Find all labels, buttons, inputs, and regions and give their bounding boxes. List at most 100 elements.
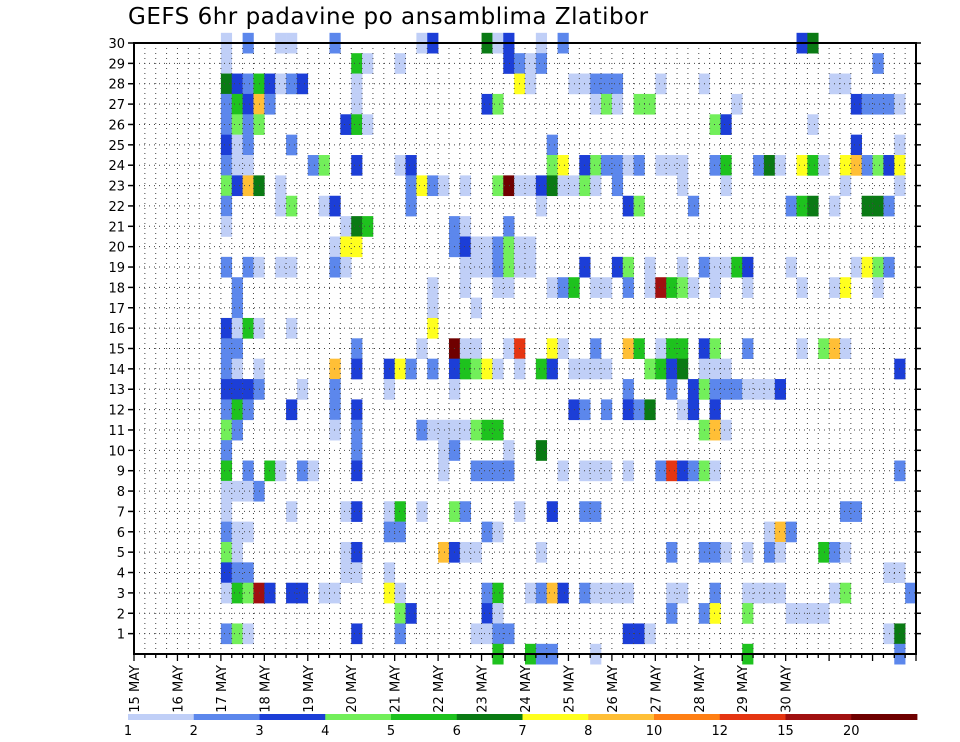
- heatmap-cell: [459, 338, 471, 359]
- heatmap-cell: [535, 195, 548, 217]
- heatmap-cell: [535, 175, 548, 197]
- heatmap-cell: [622, 379, 634, 400]
- heatmap-cell: [220, 521, 233, 543]
- heatmap-cell: [709, 603, 721, 624]
- heatmap-cell: [470, 236, 482, 258]
- heatmap-cell: [242, 73, 254, 95]
- heatmap-cell: [742, 582, 754, 604]
- heatmap-cell: [231, 93, 243, 115]
- heatmap-cell: [231, 277, 243, 298]
- x-tick-label: 17 MAY: [215, 665, 230, 713]
- y-tick-label: 6: [117, 526, 125, 541]
- heatmap-cell: [220, 114, 233, 135]
- heatmap-cell: [774, 521, 786, 543]
- heatmap-cell: [231, 562, 243, 584]
- heatmap-cell: [503, 277, 515, 298]
- heatmap-cell: [231, 623, 243, 645]
- y-tick-label: 12: [108, 404, 125, 419]
- heatmap-cell: [503, 256, 515, 278]
- x-tick-label: 16 MAY: [171, 665, 186, 713]
- heatmap-cell: [220, 419, 233, 441]
- chart-title: GEFS 6hr padavine po ansamblima Zlatibor: [128, 4, 649, 30]
- heatmap-cell: [220, 134, 233, 156]
- heatmap-cell: [601, 358, 613, 380]
- heatmap-cell: [644, 277, 656, 298]
- heatmap-cell: [720, 419, 732, 441]
- heatmap-cell: [351, 419, 363, 441]
- heatmap-cell: [503, 216, 515, 237]
- y-tick-label: 1: [117, 628, 125, 643]
- heatmap-cell: [492, 582, 504, 604]
- grid-layer: [134, 42, 916, 654]
- heatmap-cell: [459, 419, 471, 441]
- heatmap-cell: [796, 338, 808, 359]
- heatmap-cell: [220, 623, 233, 645]
- heatmap-cell: [677, 277, 689, 298]
- heatmap-cell: [481, 93, 493, 115]
- heatmap-cell: [438, 460, 450, 482]
- legend-label: 3: [255, 724, 263, 739]
- heatmap-cell: [231, 317, 243, 339]
- heatmap-cell: [220, 501, 233, 522]
- heatmap-cell: [470, 256, 482, 278]
- heatmap-cell: [525, 53, 537, 74]
- heatmap-cell: [481, 460, 493, 482]
- heatmap-cell: [296, 460, 309, 482]
- heatmap-cell: [220, 195, 233, 217]
- heatmap-cell: [242, 480, 254, 502]
- heatmap-cell: [351, 501, 363, 522]
- x-tick-label: 19 MAY: [302, 665, 317, 713]
- heatmap-cell: [231, 379, 243, 400]
- heatmap-cell: [774, 582, 786, 604]
- heatmap-cell: [872, 53, 884, 74]
- heatmap-cell: [872, 155, 884, 176]
- heatmap-cell: [242, 317, 254, 339]
- heatmap-cell: [611, 256, 624, 278]
- heatmap-cell: [231, 114, 243, 135]
- heatmap-cell: [492, 460, 504, 482]
- heatmap-cell: [351, 541, 363, 563]
- heatmap-cell: [394, 155, 406, 176]
- y-tick-label: 29: [108, 57, 125, 72]
- heatmap-cell: [351, 53, 363, 74]
- heatmap-cell: [296, 73, 309, 95]
- y-tick-label: 16: [108, 322, 125, 337]
- x-tick-label: 20 MAY: [345, 665, 360, 713]
- legend-color-swatch: [719, 714, 786, 720]
- x-tick-label: 24 MAY: [519, 665, 534, 713]
- heatmap-cell: [492, 236, 504, 258]
- heatmap-cell: [351, 440, 363, 461]
- x-tick-label: 18 MAY: [258, 665, 273, 713]
- heatmap-cell: [611, 175, 624, 197]
- heatmap-cell: [742, 603, 754, 624]
- y-axis: 1234567891011121314151617181920212223242…: [108, 37, 921, 643]
- heatmap-cell: [231, 521, 243, 543]
- heatmap-cell: [535, 582, 548, 604]
- legend-label: 10: [646, 724, 663, 739]
- heatmap-cell: [655, 338, 667, 359]
- heatmap-cell: [296, 582, 309, 604]
- heatmap-cell: [785, 195, 797, 217]
- heatmap-cell: [242, 399, 254, 421]
- heatmap-cell: [677, 256, 689, 278]
- heatmap-cell: [492, 419, 504, 441]
- heatmap-cell: [753, 582, 765, 604]
- heatmap-cell: [231, 541, 243, 563]
- heatmap-cell: [622, 195, 634, 217]
- heatmap-cell: [481, 582, 493, 604]
- heatmap-cell: [242, 175, 254, 197]
- x-axis: 15 MAY 16 MAY 17 MAY 18 MAY 19 MAY 20 MAY 21 M…: [128, 654, 917, 713]
- heatmap-cell: [839, 277, 852, 298]
- heatmap-cell: [709, 379, 721, 400]
- heatmap-cell: [601, 460, 613, 482]
- cells-layer: [220, 32, 917, 665]
- heatmap-cell: [709, 399, 721, 421]
- heatmap-cell: [405, 175, 417, 197]
- heatmap-cell: [286, 195, 298, 217]
- heatmap-cell: [785, 603, 797, 624]
- heatmap-cell: [546, 338, 558, 359]
- legend-color-swatch: [785, 714, 852, 720]
- heatmap-cell: [590, 501, 602, 522]
- heatmap-cell: [861, 256, 873, 278]
